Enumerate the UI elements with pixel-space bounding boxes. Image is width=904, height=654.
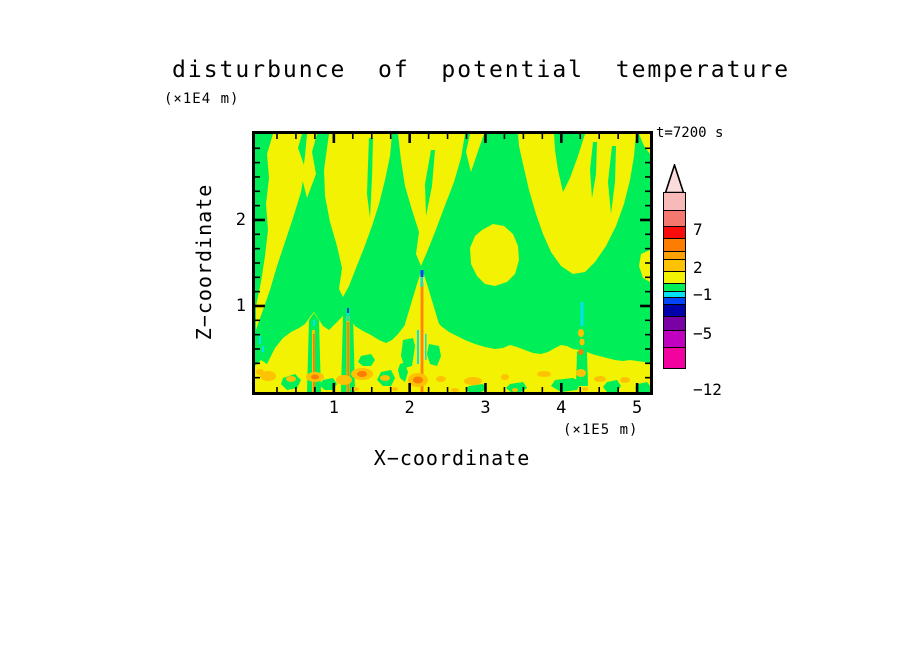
field-region-yellow xyxy=(466,134,484,172)
colorbar-segments xyxy=(663,191,686,369)
field-region-gold xyxy=(620,377,630,383)
x-tick-label-5: 5 xyxy=(631,398,643,418)
field-region-yellow xyxy=(256,134,305,330)
field-region-gold xyxy=(501,374,509,380)
field-region-green xyxy=(590,142,597,198)
colorbar-arrow-tip xyxy=(664,164,685,193)
colorbar-segment-1 xyxy=(663,210,686,227)
contour-field-canvas xyxy=(255,134,650,392)
field-region-green xyxy=(554,134,585,192)
field-region-gold xyxy=(594,376,606,382)
x-tick-label-2: 2 xyxy=(404,398,415,418)
y-tick-label-1: 1 xyxy=(235,296,246,316)
colorbar-legend: 7 2 −1 −5 −12 xyxy=(663,164,783,404)
field-region-green xyxy=(465,384,487,392)
field-region-green xyxy=(358,354,375,366)
x-tick-label-4: 4 xyxy=(556,398,567,418)
x-tick-label-1: 1 xyxy=(328,398,339,418)
field-region-yellow xyxy=(324,134,392,297)
field-region-yellow xyxy=(518,134,636,274)
field-region-cyan xyxy=(425,334,427,360)
field-region-gold xyxy=(336,375,352,385)
field-region-gold xyxy=(579,338,585,346)
field-region-yellow xyxy=(470,224,519,286)
time-annotation: t=7200 s xyxy=(656,125,724,141)
colorbar-tip-triangle xyxy=(664,164,685,193)
x-tick-label-3: 3 xyxy=(480,398,491,418)
colorbar-label-−12: −12 xyxy=(693,380,722,399)
field-region-gold xyxy=(256,369,264,375)
colorbar-segment-13 xyxy=(663,347,686,369)
field-region-orange xyxy=(311,374,319,380)
plot-area-frame xyxy=(252,131,653,395)
x-axis-name: X−coordinate xyxy=(373,446,531,470)
y-axis-units-label: (×1E4 m) xyxy=(164,91,240,107)
field-region-cyan xyxy=(347,313,349,321)
y-tick-label-2: 2 xyxy=(235,210,246,230)
field-region-gold xyxy=(392,387,398,391)
field-region-gold xyxy=(578,329,584,337)
field-region-blue xyxy=(420,270,424,277)
field-region-green xyxy=(635,382,650,392)
field-region-gold xyxy=(537,371,551,377)
field-region-green xyxy=(603,380,621,392)
field-region-cyan xyxy=(262,346,264,352)
field-region-green xyxy=(551,378,581,392)
field-region-yellow xyxy=(639,250,650,282)
colorbar-label-7: 7 xyxy=(693,220,703,239)
field-region-orange xyxy=(421,286,423,392)
field-region-cyan xyxy=(580,302,584,326)
field-region-yellow xyxy=(398,134,465,266)
field-region-cyan xyxy=(259,336,261,344)
colorbar-label-2: 2 xyxy=(693,258,703,277)
field-region-cyan xyxy=(420,277,423,287)
chart-title: disturbunce of potential temperature xyxy=(172,57,791,83)
field-region-gold xyxy=(464,377,482,385)
field-region-orange xyxy=(357,371,367,377)
y-axis-name: Z−coordinate xyxy=(192,183,216,341)
colorbar-segment-12 xyxy=(663,329,686,349)
field-region-green xyxy=(506,382,527,392)
field-region-green xyxy=(401,338,415,368)
x-axis-units-label: (×1E5 m) xyxy=(563,422,639,438)
field-region-orange xyxy=(313,334,315,392)
field-region-gold xyxy=(380,375,390,381)
colorbar-label-−1: −1 xyxy=(693,285,713,304)
field-region-orange xyxy=(347,322,349,392)
field-region-blue xyxy=(347,308,349,313)
field-region-gold xyxy=(576,369,586,377)
field-region-orange xyxy=(578,349,584,355)
field-region-gold xyxy=(582,387,588,391)
field-region-green xyxy=(425,150,435,216)
field-region-yellow xyxy=(302,134,317,198)
colorbar-label-−5: −5 xyxy=(693,324,713,343)
field-region-gold xyxy=(260,371,276,381)
field-region-green xyxy=(608,146,616,214)
field-region-orange xyxy=(413,376,423,384)
field-region-green xyxy=(319,378,337,390)
field-region-cyan xyxy=(417,330,419,364)
field-region-gold xyxy=(436,376,446,382)
field-region-gold xyxy=(512,388,518,392)
field-region-gold xyxy=(286,376,296,382)
colorbar-segment-0 xyxy=(663,191,686,212)
field-region-cyan xyxy=(313,320,315,326)
field-region-green xyxy=(427,344,441,366)
field-region-green xyxy=(367,138,373,218)
field-region-gold xyxy=(451,388,459,392)
